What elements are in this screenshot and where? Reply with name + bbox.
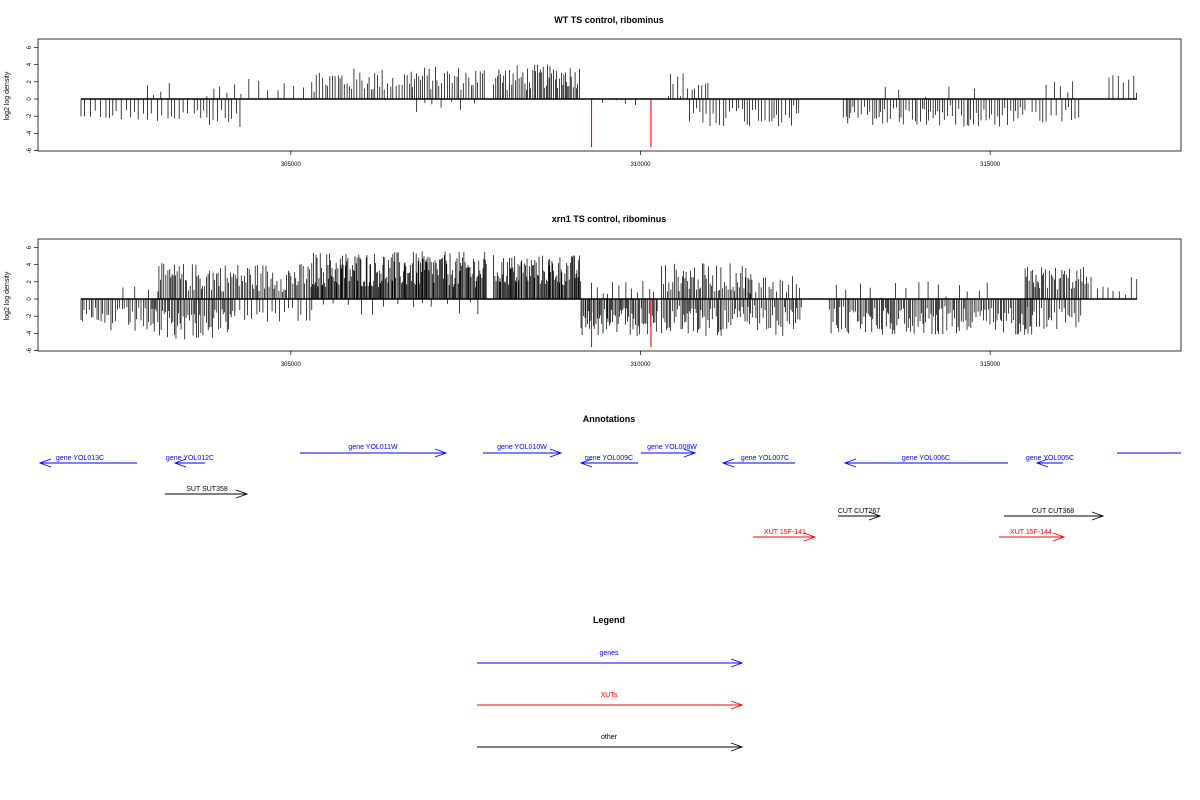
xrn1-y-axis: -6 -4 -2 0 2 4 6: [27, 245, 38, 353]
wt-panel-title: WT TS control, ribominus: [554, 15, 664, 25]
xrn1-y-tick-label: 6: [27, 245, 33, 249]
legend-label: genes: [599, 650, 619, 657]
annotation-label: gene YOL009C: [585, 455, 633, 462]
annotation-label: gene YOL013C: [56, 455, 104, 462]
annotation-arrowhead: [721, 458, 735, 468]
annotation-arrowhead: [803, 532, 817, 542]
xrn1-y-tick-label: 2: [27, 279, 33, 283]
annotation-feature: CUT CUT267: [838, 508, 882, 521]
annotation-feature: gene YOL008W: [641, 444, 697, 458]
annotation-label: XUT 15F-144: [1010, 529, 1052, 536]
xrn1-x-axis: 305000 310000 315000: [281, 351, 1001, 368]
annotation-feature: XUT 15F-141: [753, 529, 817, 542]
annotation-feature: gene YOL007C: [721, 455, 795, 468]
annotation-label: CUT CUT368: [1032, 508, 1074, 515]
annotation-arrowhead: [683, 448, 697, 458]
annotation-arrowhead: [868, 511, 882, 521]
annotation-label: CUT CUT267: [838, 508, 880, 515]
wt-y-tick-label: 0: [27, 97, 33, 101]
wt-x-axis: 305000 310000 315000: [281, 151, 1001, 168]
annotation-feature: CUT CUT368: [1004, 508, 1105, 521]
legend-label: XUTs: [601, 692, 618, 699]
wt-bars: [80, 64, 1137, 148]
wt-x-tick-label: 315000: [980, 162, 1001, 168]
annotation-feature: gene YOL013C: [38, 455, 137, 468]
wt-plot-frame: [37, 38, 1182, 152]
annotation-arrowhead: [1052, 532, 1066, 542]
annotation-arrowhead: [235, 489, 249, 499]
wt-y-tick-label: 6: [27, 45, 33, 49]
xrn1-bars: [80, 251, 1138, 348]
legend-item: other: [477, 734, 744, 752]
xrn1-panel-title: xrn1 TS control, ribominus: [552, 214, 667, 224]
annotation-feature: gene YOL012C: [166, 455, 214, 468]
annotation-feature: gene YOL009C: [579, 455, 638, 468]
legend: Legend genes XUTs other: [477, 615, 744, 752]
wt-coverage-panel: WT TS control, ribominus log2 log densit…: [4, 15, 1182, 168]
legend-item: XUTs: [477, 692, 744, 710]
xrn1-y-tick-label: -4: [27, 330, 33, 336]
xrn1-x-tick-label: 310000: [630, 362, 651, 368]
annotation-label: gene YOL007C: [741, 455, 789, 462]
wt-y-tick-label: -4: [27, 130, 33, 136]
annotation-label: gene YOL005C: [1026, 455, 1074, 462]
wt-x-tick-label: 310000: [630, 162, 651, 168]
legend-item: genes: [477, 650, 744, 668]
annotation-feature: XUT 15F-144: [999, 529, 1066, 542]
xrn1-y-tick-label: 4: [27, 262, 33, 266]
annotation-label: gene YOL006C: [902, 455, 950, 462]
annotation-label: gene YOL008W: [647, 444, 697, 451]
annotations-title: Annotations: [583, 414, 636, 424]
annotation-label: gene YOL011W: [348, 444, 398, 451]
wt-y-tick-label: 2: [27, 79, 33, 83]
legend-arrowhead: [730, 742, 744, 752]
annotation-feature: gene YOL010W: [483, 444, 563, 458]
annotation-arrowhead: [1035, 458, 1049, 468]
annotation-track: Annotations gene YOL013C gene YOL012C gene…: [38, 414, 1181, 542]
xrn1-x-tick-label: 315000: [980, 362, 1001, 368]
annotation-label: XUT 15F-141: [764, 529, 806, 536]
annotation-arrowhead: [1091, 511, 1105, 521]
wt-y-axis: -6 -4 -2 0 2 4 6: [27, 45, 38, 153]
wt-x-tick-label: 305000: [281, 162, 302, 168]
annotation-arrowhead: [843, 458, 857, 468]
annotation-arrowhead: [38, 458, 52, 468]
xrn1-x-tick-label: 305000: [281, 362, 302, 368]
annotation-feature: gene YOL011W: [300, 444, 448, 458]
xrn1-y-axis-label: log2 log density: [4, 271, 11, 320]
legend-arrowhead: [730, 700, 744, 710]
legend-arrowhead: [730, 658, 744, 668]
wt-y-axis-label: log2 log density: [4, 71, 11, 120]
wt-y-tick-label: 4: [27, 62, 33, 66]
annotation-feature: SUT SUT358: [165, 486, 249, 499]
wt-y-tick-label: -6: [27, 147, 33, 153]
annotation-feature: gene YOL005C: [1026, 455, 1074, 468]
legend-title: Legend: [593, 615, 625, 625]
legend-label: other: [601, 734, 618, 741]
xrn1-y-tick-label: -6: [27, 347, 33, 353]
xrn1-plot-frame: [37, 238, 1182, 352]
annotation-arrowhead: [434, 448, 448, 458]
annotation-arrowhead: [549, 448, 563, 458]
wt-y-tick-label: -2: [27, 113, 33, 119]
annotation-label: gene YOL012C: [166, 455, 214, 462]
annotation-feature: gene YOL006C: [843, 455, 1008, 468]
annotation-arrowhead: [173, 458, 187, 468]
annotation-label: gene YOL010W: [497, 444, 547, 451]
xrn1-coverage-panel: xrn1 TS control, ribominus log2 log dens…: [4, 214, 1182, 368]
annotation-arrowhead: [579, 458, 593, 468]
xrn1-y-tick-label: -2: [27, 313, 33, 319]
xrn1-y-tick-label: 0: [27, 297, 33, 301]
annotation-label: SUT SUT358: [186, 486, 228, 493]
